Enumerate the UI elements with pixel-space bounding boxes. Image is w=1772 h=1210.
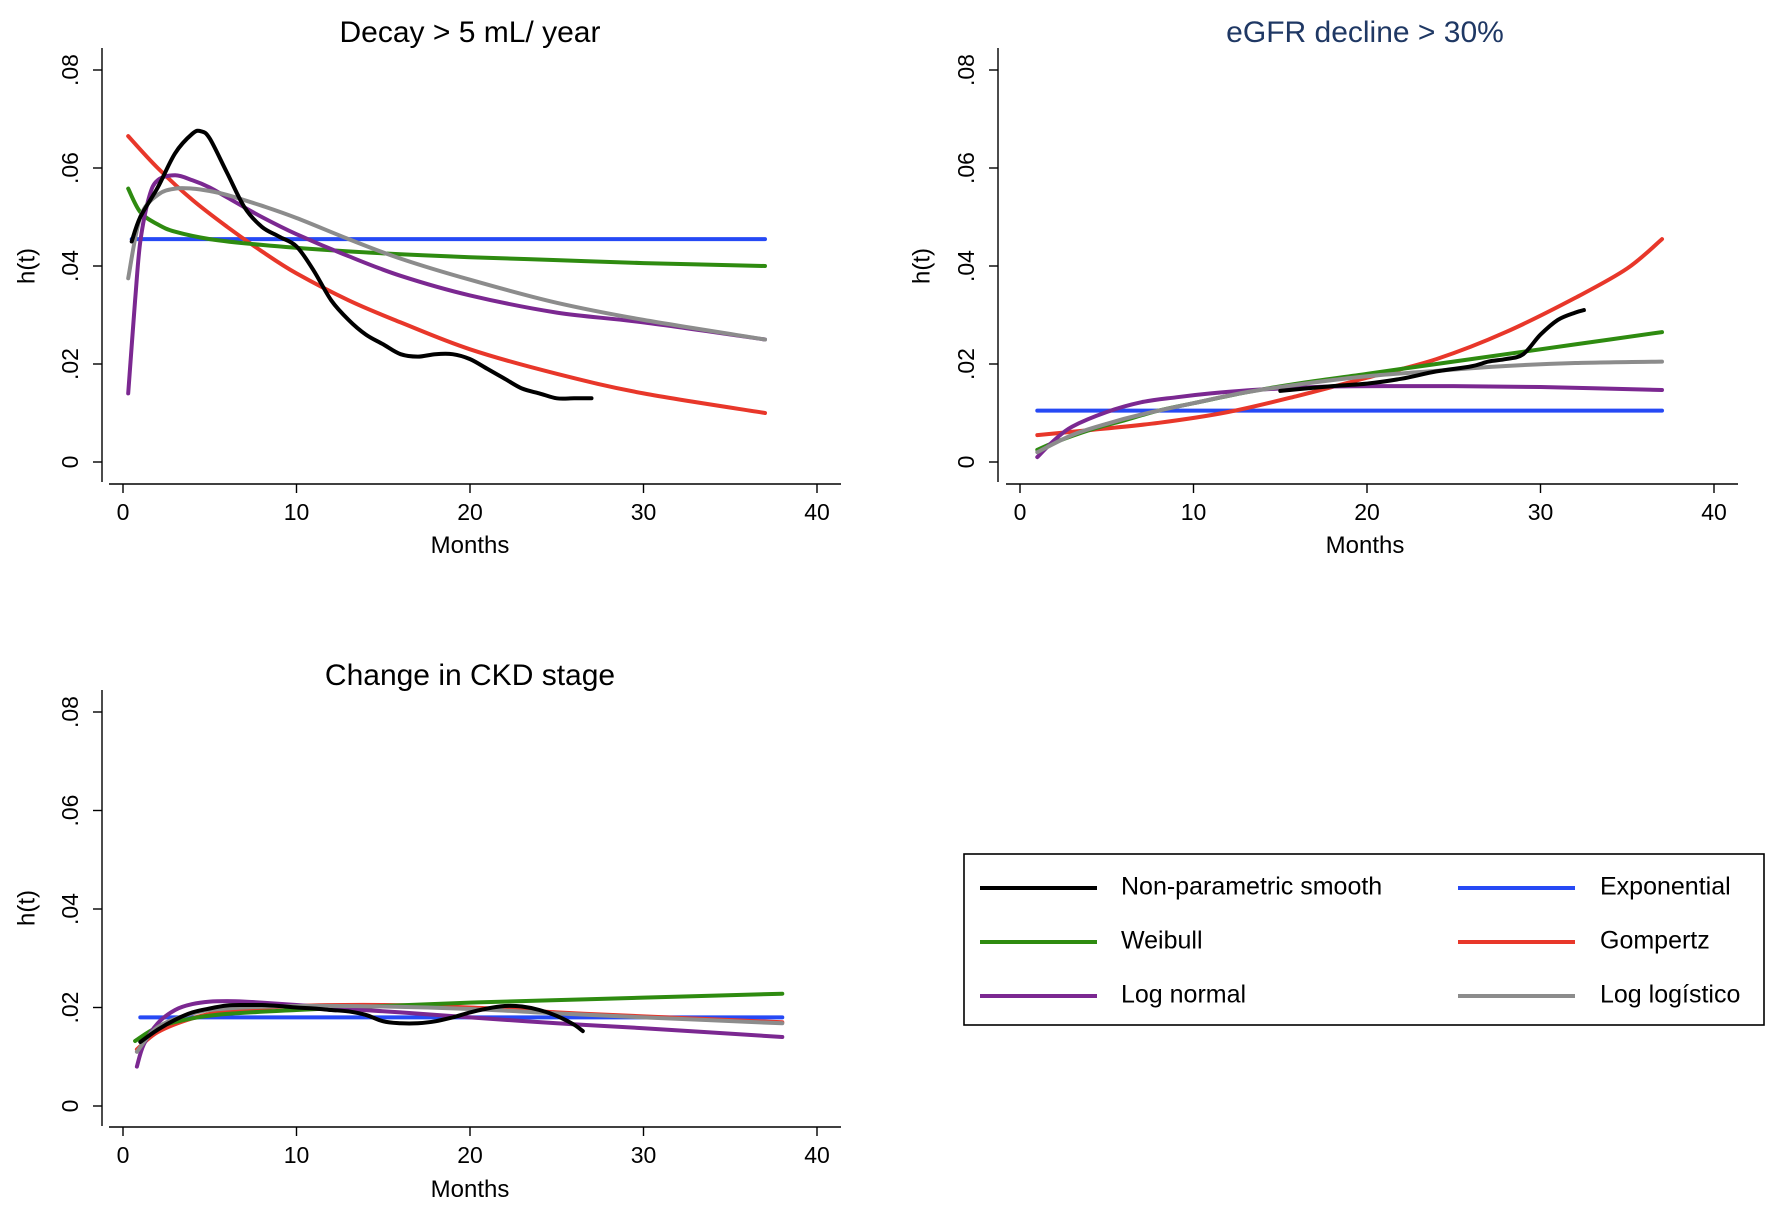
x-tick-label: 0 [1014, 499, 1027, 525]
y-tick-label: .06 [953, 152, 979, 184]
series-line-log-normal [1035, 383, 1664, 460]
series-line-log-normal [134, 999, 785, 1069]
series-line-non-parametric-smooth [138, 1002, 585, 1044]
x-tick-label: 10 [284, 499, 310, 525]
y-tick-label: .02 [953, 348, 979, 380]
x-tick-label: 30 [1528, 499, 1554, 525]
x-axis-label: Months [431, 1176, 510, 1203]
x-axis-label: Months [1326, 532, 1405, 559]
series-line-log-normal [126, 173, 767, 396]
legend-entry-exponential: Exponential [1458, 873, 1731, 901]
y-tick-label: .04 [57, 250, 83, 282]
legend-label: Log normal [1121, 981, 1246, 1009]
x-tick-label: 20 [457, 1142, 483, 1168]
x-axis-label: Months [431, 532, 510, 559]
legend-label: Exponential [1600, 873, 1731, 901]
legend-label: Log logístico [1600, 981, 1740, 1009]
series-line-log-log-stico [1035, 359, 1664, 455]
y-tick-label: .08 [953, 54, 979, 86]
y-tick-label: .08 [57, 54, 83, 86]
legend-label: Gompertz [1600, 927, 1710, 955]
legend-entry-gompertz: Gompertz [1458, 927, 1710, 955]
series-line-log-log-stico [126, 186, 767, 342]
x-tick-label: 30 [631, 1142, 657, 1168]
legend-label: Non-parametric smooth [1121, 873, 1382, 901]
series-line-weibull [1035, 330, 1664, 452]
y-tick-label: .02 [57, 992, 83, 1024]
legend-entry-weibull: Weibull [980, 927, 1203, 955]
series-line-gompertz [126, 134, 767, 415]
series-line-non-parametric-smooth [129, 128, 594, 401]
legend-box [963, 853, 1765, 1026]
x-tick-label: 40 [804, 499, 830, 525]
chart-panel-2: eGFR decline > 30% 0 .02 .04 .06 .08 h(t) 0 10 20… [908, 16, 1738, 559]
y-tick-label: 0 [57, 456, 83, 469]
x-tick-label: 10 [1181, 499, 1207, 525]
chart-title: eGFR decline > 30% [1226, 16, 1504, 49]
y-tick-label: 0 [953, 456, 979, 469]
x-tick-label: 10 [284, 1142, 310, 1168]
chart-panel-1: Decay > 5 mL/ year 0 .02 .04 .06 .08 h(t) 0 10 20… [13, 16, 841, 559]
y-axis-label: h(t) [13, 248, 40, 284]
series-line-weibull [126, 186, 767, 268]
x-tick-label: 20 [457, 499, 483, 525]
y-axis-label: h(t) [908, 248, 935, 284]
legend: Non-parametric smooth Exponential Weibull G… [963, 853, 1765, 1026]
x-tick-label: 40 [1701, 499, 1727, 525]
y-axis-label: h(t) [13, 890, 40, 926]
legend-entry-log-log-stico: Log logístico [1458, 981, 1740, 1009]
series-line-non-parametric-smooth [1278, 308, 1586, 393]
x-tick-label: 40 [804, 1142, 830, 1168]
x-tick-label: 0 [117, 499, 130, 525]
x-tick-label: 20 [1354, 499, 1380, 525]
chart-title: Change in CKD stage [325, 659, 615, 692]
y-tick-label: .04 [57, 893, 83, 925]
y-tick-label: .04 [953, 250, 979, 282]
legend-label: Weibull [1121, 927, 1203, 955]
y-tick-label: .08 [57, 696, 83, 728]
y-tick-label: 0 [57, 1100, 83, 1113]
chart-panel-3: Change in CKD stage 0 .02 .04 .06 .08 h(t) 0 10 2… [13, 659, 841, 1203]
y-tick-label: .06 [57, 152, 83, 184]
chart-title: Decay > 5 mL/ year [340, 16, 601, 49]
legend-entry-non-parametric-smooth: Non-parametric smooth [980, 873, 1382, 901]
legend-entry-log-normal: Log normal [980, 981, 1246, 1009]
y-tick-label: .06 [57, 795, 83, 827]
y-tick-label: .02 [57, 348, 83, 380]
x-tick-label: 0 [117, 1142, 130, 1168]
x-tick-label: 30 [631, 499, 657, 525]
